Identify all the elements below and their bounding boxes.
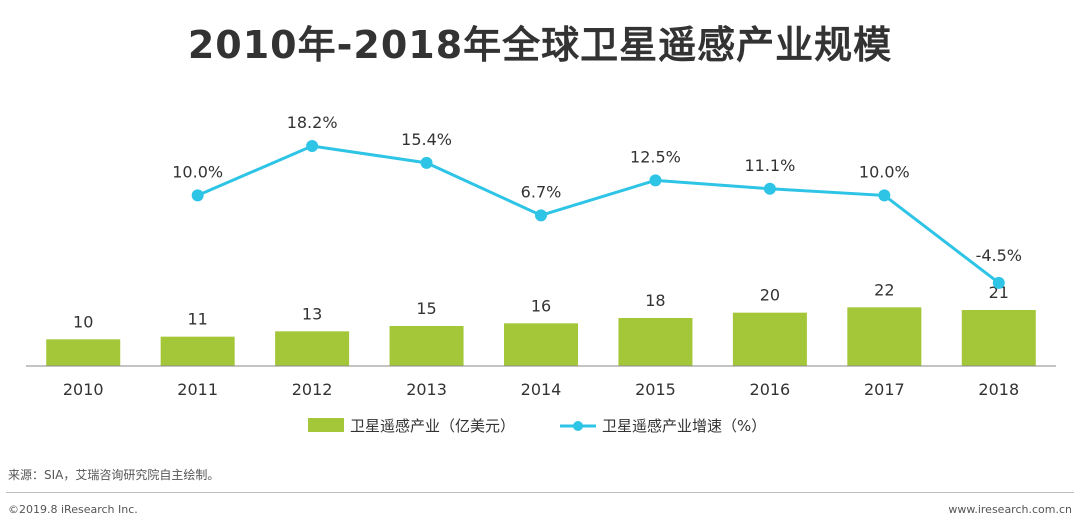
growth-label-2018: -4.5% xyxy=(976,246,1022,265)
bar-2014 xyxy=(504,323,578,366)
legend-line-label: 卫星遥感产业增速（%） xyxy=(602,417,766,435)
footer-divider xyxy=(6,492,1074,493)
growth-point-2015 xyxy=(649,174,662,187)
growth-point-2016 xyxy=(763,182,776,195)
bar-label-2010: 10 xyxy=(73,312,93,331)
growth-point-2014 xyxy=(535,209,547,222)
source-note: 来源：SIA，艾瑞咨询研究院自主绘制。 xyxy=(8,468,220,482)
x-tick-2018: 2018 xyxy=(978,380,1019,399)
x-tick-2012: 2012 xyxy=(292,380,333,399)
growth-point-2018 xyxy=(992,276,1005,289)
bar-2015 xyxy=(618,318,693,366)
growth-label-2017: 10.0% xyxy=(859,162,910,181)
copyright-text: ©2019.8 iResearch Inc. xyxy=(8,503,138,516)
bar-label-2015: 18 xyxy=(645,291,665,310)
bar-label-2016: 20 xyxy=(760,286,780,305)
growth-label-2014: 6.7% xyxy=(521,182,562,201)
legend-bar-label: 卫星遥感产业（亿美元） xyxy=(350,417,515,435)
legend-bar-swatch xyxy=(308,418,344,432)
growth-rate-line xyxy=(197,144,1000,285)
bar-2013 xyxy=(389,326,464,366)
chart-title: 2010年-2018年全球卫星遥感产业规模 xyxy=(187,23,893,67)
bar-2016 xyxy=(732,312,807,366)
bar-2017 xyxy=(847,307,922,366)
growth-point-2012 xyxy=(306,139,319,152)
growth-label-2012: 18.2% xyxy=(287,113,338,132)
growth-point-2017 xyxy=(878,189,891,202)
x-tick-2013: 2013 xyxy=(406,380,447,399)
x-tick-2017: 2017 xyxy=(864,380,905,399)
website-link[interactable]: www.iresearch.com.cn xyxy=(948,503,1072,516)
growth-point-2013 xyxy=(420,156,433,169)
bar-label-2018: 21 xyxy=(989,283,1009,302)
bar-label-2014: 16 xyxy=(531,296,551,315)
bar-label-2017: 22 xyxy=(874,280,894,299)
bar-2012 xyxy=(275,331,350,366)
legend-line-marker xyxy=(573,421,583,431)
x-tick-2014: 2014 xyxy=(521,380,562,399)
x-tick-2010: 2010 xyxy=(63,380,104,399)
bar-label-2013: 15 xyxy=(416,299,436,318)
bar-2011 xyxy=(160,336,235,366)
x-tick-2015: 2015 xyxy=(635,380,676,399)
growth-point-2011 xyxy=(191,189,204,202)
growth-label-2011: 10.0% xyxy=(172,162,223,181)
growth-label-2015: 12.5% xyxy=(630,147,681,166)
bar-label-2011: 11 xyxy=(187,310,207,329)
x-tick-2011: 2011 xyxy=(177,380,218,399)
bar-2018 xyxy=(961,310,1036,366)
bar-2010 xyxy=(46,339,121,366)
growth-label-2016: 11.1% xyxy=(744,156,795,175)
bar-label-2012: 13 xyxy=(302,304,322,323)
growth-label-2013: 15.4% xyxy=(401,130,452,149)
x-tick-2016: 2016 xyxy=(750,380,791,399)
